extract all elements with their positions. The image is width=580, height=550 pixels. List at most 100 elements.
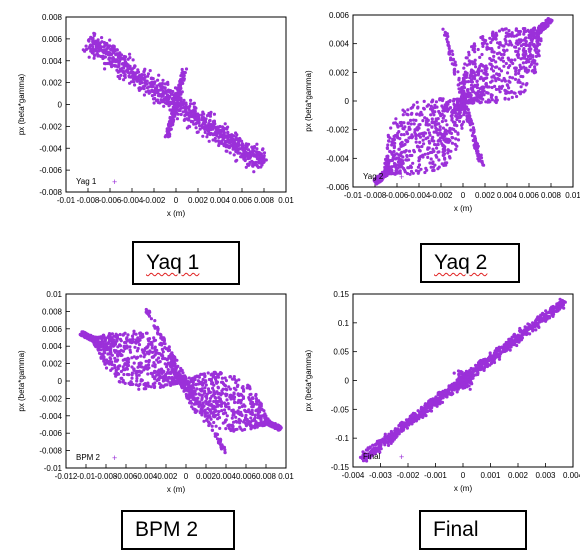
- chart3-point: [139, 378, 143, 382]
- chart1-point: [181, 100, 185, 105]
- chart3-point: [203, 414, 207, 418]
- chart2-point: [455, 100, 459, 104]
- chart1-point: [254, 150, 259, 154]
- chart2-point: [386, 133, 390, 137]
- chart2-point: [497, 77, 501, 81]
- chart2-point: [478, 93, 482, 97]
- chart3-x-tick-label: -0.002: [155, 472, 178, 481]
- chart3-point: [187, 397, 191, 401]
- chart1-point: [215, 126, 219, 130]
- chart4-point: [379, 447, 383, 451]
- chart3-y-tick-label: -0.004: [39, 412, 62, 421]
- chart2-point: [531, 54, 535, 58]
- chart2-point: [449, 149, 453, 153]
- chart2-point: [494, 60, 498, 64]
- chart2-point: [514, 69, 518, 74]
- chart2-point: [408, 172, 412, 176]
- chart4-point: [520, 336, 525, 340]
- chart3-point: [146, 382, 150, 386]
- chart2-point: [524, 83, 528, 87]
- chart2-point: [428, 161, 432, 165]
- chart3-x-tick-label: 0: [184, 472, 189, 481]
- chart4-point: [528, 332, 532, 336]
- chart1-point: [138, 81, 142, 86]
- chart3-point: [145, 350, 149, 354]
- chart2-point: [524, 36, 528, 40]
- chart3-point: [94, 337, 99, 342]
- chart3-point: [130, 373, 134, 377]
- chart1-point: [257, 151, 261, 155]
- chart2-point: [417, 156, 421, 160]
- chart2-point: [497, 45, 501, 50]
- chart1-point: [113, 49, 117, 53]
- chart3-point: [186, 389, 190, 393]
- chart2-point: [524, 52, 528, 56]
- chart3-point: [207, 423, 211, 428]
- chart3-point: [263, 412, 267, 416]
- chart2-point: [426, 103, 431, 107]
- chart3-point: [255, 425, 259, 429]
- chart2-point: [498, 85, 502, 89]
- chart3-point: [147, 366, 151, 370]
- chart3-point: [125, 359, 129, 363]
- chart4-point: [440, 400, 445, 404]
- chart4-x-tick-label: -0.004: [342, 471, 365, 480]
- chart2-point: [509, 60, 513, 64]
- chart3-point: [137, 387, 141, 391]
- chart2-point: [392, 153, 397, 157]
- chart2-point: [448, 99, 452, 104]
- chart3-point: [130, 365, 134, 369]
- chart4-point: [383, 432, 387, 436]
- chart3-point: [115, 339, 119, 343]
- chart1-point: [178, 101, 183, 105]
- chart4-point: [539, 316, 543, 320]
- chart1-point: [264, 158, 268, 162]
- chart3-point: [168, 381, 172, 385]
- chart3-point: [185, 394, 189, 399]
- chart3-point: [249, 416, 253, 420]
- chart3-point: [230, 409, 234, 413]
- chart2-point: [522, 42, 527, 46]
- chart3-point: [240, 404, 244, 409]
- chart2-point: [458, 90, 462, 94]
- chart2-point: [478, 157, 482, 161]
- chart2-point: [475, 70, 479, 74]
- chart1-point: [211, 138, 215, 142]
- chart1-x-axis-label: x (m): [167, 209, 186, 218]
- chart4-point: [449, 393, 454, 397]
- chart1-point: [152, 101, 156, 105]
- chart4-point: [476, 368, 480, 372]
- chart1-y-tick-label: 0.002: [42, 79, 63, 88]
- chart4-point: [521, 329, 525, 334]
- chart2-point: [514, 66, 518, 70]
- chart1-point: [231, 134, 236, 138]
- chart2-point: [434, 100, 438, 104]
- chart2-point: [487, 98, 491, 102]
- chart2-point: [470, 99, 474, 104]
- chart4-point: [476, 361, 481, 365]
- chart2-point: [418, 135, 422, 139]
- chart3-point: [201, 377, 205, 382]
- chart4-point: [490, 359, 494, 363]
- chart3-point: [116, 358, 120, 362]
- chart2-point: [480, 160, 484, 164]
- chart4-point: [371, 443, 375, 447]
- chart3-point: [144, 307, 148, 312]
- chart2-point: [533, 65, 537, 69]
- chart3-point: [258, 423, 262, 427]
- chart3-point: [113, 366, 117, 370]
- chart3-point: [252, 424, 256, 429]
- chart2-point: [410, 111, 414, 115]
- chart3-point: [254, 392, 258, 397]
- chart3-point: [155, 358, 159, 362]
- chart2-point: [481, 163, 485, 167]
- chart4-point: [399, 429, 404, 433]
- chart1-point: [117, 64, 121, 68]
- chart1-point: [102, 61, 107, 66]
- chart3-point: [145, 345, 149, 349]
- chart2-point: [399, 151, 403, 155]
- chart1-point: [149, 84, 153, 88]
- chart3-point: [239, 410, 243, 414]
- chart4-y-tick-label: 0.1: [338, 319, 350, 328]
- chart3-y-tick-label: -0.01: [44, 464, 63, 473]
